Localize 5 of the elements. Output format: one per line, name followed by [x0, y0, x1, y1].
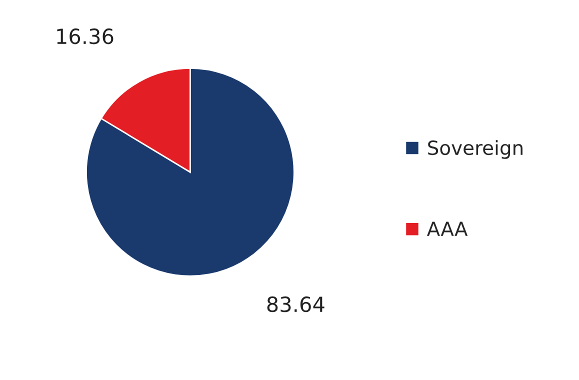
- pie-slice: [86, 67, 295, 277]
- legend-label: AAA: [426, 222, 468, 236]
- data-label: 16.36: [57, 28, 114, 44]
- legend-label: Sovereign: [428, 140, 522, 159]
- data-label: 83.64: [267, 296, 324, 312]
